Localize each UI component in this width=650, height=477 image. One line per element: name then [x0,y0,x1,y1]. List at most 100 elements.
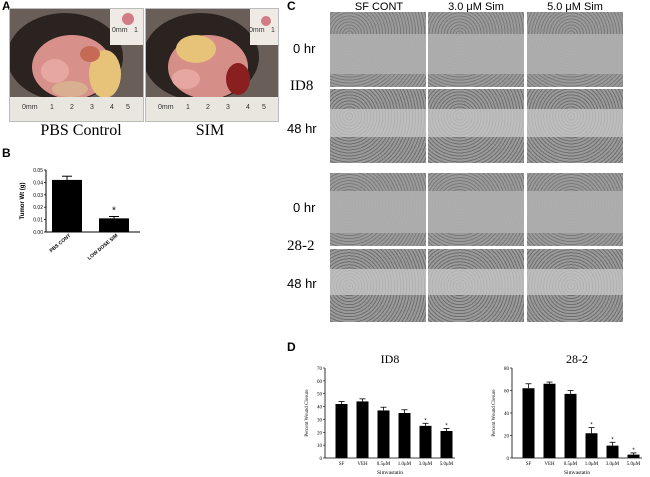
bar [419,425,432,458]
y-tick-label: 0.05 [33,168,43,174]
tumor-weight-bar-chart: 0.00 0.01 0.02 0.03 0.04 0.05 Tumor Wt (g) PBS … [20,168,140,260]
wound-micrograph [330,249,426,322]
mouse-photo-sim [145,8,279,122]
cell-line-label-28-2: 28-2 [287,238,315,254]
bar [522,388,535,458]
significance-marker: * [112,206,116,217]
mouse-dissection-image [10,9,143,121]
ruler-label-4: 4 [246,104,250,111]
bar [356,401,369,458]
wound-micrograph [527,249,623,322]
bar [564,393,577,458]
y-tick-label: 0 [320,457,323,462]
category-label: 5.0μM [627,462,641,467]
y-tick-label: 60 [317,380,323,385]
bar [585,433,598,458]
panel-d-letter: D [287,340,296,354]
row-label-28-2-48hr: 48 hr [287,276,317,291]
column-header-sf-cont: SF CONT [354,1,404,13]
y-tick-label: 0.01 [33,218,43,224]
bar [398,413,411,458]
inset-ruler-label-1: 1 [271,27,275,34]
y-tick-label: 60 [504,390,510,395]
y-tick-label: 20 [317,431,323,436]
wound-micrograph [527,89,623,163]
category-label: 0.5μM [377,462,391,467]
wound-gap [428,34,524,74]
y-tick-label: 0.02 [33,205,43,211]
wound-micrograph [428,249,524,322]
ruler-label-1: 1 [50,104,54,111]
ruler-label-3: 3 [90,104,94,111]
category-label: VEH [357,462,368,467]
caption-pbs-control: PBS Control [40,122,122,139]
column-header-3um-sim: 3.0 μM Sim [448,1,504,13]
ruler-label-0: 0mm [158,104,174,111]
wound-micrograph [428,89,524,163]
bar [52,179,82,232]
y-tick-label: 40 [504,412,510,417]
ruler-label-5: 5 [126,104,130,111]
y-tick-label: 0.03 [33,193,43,199]
wound-gap [330,269,426,295]
mouse-photo-pbs-control [9,8,144,122]
pbs-ruler: 0mm 1 2 3 4 5 [22,104,132,116]
wound-micrograph [527,173,623,246]
wound-gap [527,191,623,233]
wound-gap [527,109,623,137]
inset-ruler-label-0: 0mm [112,27,128,34]
category-label: VEH [544,462,555,467]
y-tick-label: 20 [504,435,510,440]
wound-micrograph [527,12,623,87]
ruler-label-0: 0mm [22,104,38,111]
wound-micrograph [330,173,426,246]
wound-micrograph [330,12,426,87]
ruler-label-5: 5 [262,104,266,111]
row-label-id8-0hr: 0 hr [293,41,316,56]
category-label: 3.0μM [606,462,620,467]
wound-gap [428,269,524,295]
y-tick-label: 40 [317,406,323,411]
panel-b-letter: B [2,146,11,160]
bar [606,445,619,458]
y-tick-label: 30 [317,418,323,423]
bar [377,410,390,458]
y-axis-label: Tumor Wt (g) [20,183,26,220]
wound-gap [330,34,426,74]
cell-line-label-id8: ID8 [290,78,314,94]
id8-wound-closure-bar-chart: ID8 0 10 20 30 40 50 60 70 Percent Wound Closure S… [305,352,455,476]
significance-marker: * [424,418,427,424]
ruler-label-4: 4 [110,104,114,111]
y-tick-label: 0.00 [33,230,43,236]
y-tick-label: 0.04 [33,180,43,186]
sim-ruler: 0mm 1 2 3 4 5 [158,104,268,116]
ruler-label-2: 2 [70,104,74,111]
y-axis-label: Percent Wound Closure [305,389,310,437]
wound-gap [527,34,623,74]
bar [335,404,348,458]
wound-gap [330,191,426,233]
bar [627,454,640,458]
inset-ruler-label-0: 0mm [249,27,265,34]
panel-a-letter: A [2,0,11,13]
y-tick-label: 10 [317,444,323,449]
category-label: SF [526,462,532,467]
category-label: PBS CONT [49,233,73,254]
x-axis-label: Simvastatin [377,470,403,476]
category-label: 1.0μM [398,462,412,467]
y-axis-label: Percent Wound Closure [492,389,497,437]
wound-micrograph [428,12,524,87]
column-header-5um-sim: 5.0 μM Sim [547,1,603,13]
y-tick-label: 80 [504,367,510,372]
category-label: SF [339,462,345,467]
wound-micrograph [428,173,524,246]
panel-c-letter: C [287,0,296,13]
wound-gap [330,109,426,137]
category-label: 1.0μM [585,462,599,467]
significance-marker: * [611,437,614,443]
y-tick-label: 50 [317,393,323,398]
row-label-28-2-0hr: 0 hr [293,200,316,215]
category-label: 0.5μM [564,462,578,467]
significance-marker: * [632,448,635,454]
row-label-id8-48hr: 48 hr [287,121,317,136]
